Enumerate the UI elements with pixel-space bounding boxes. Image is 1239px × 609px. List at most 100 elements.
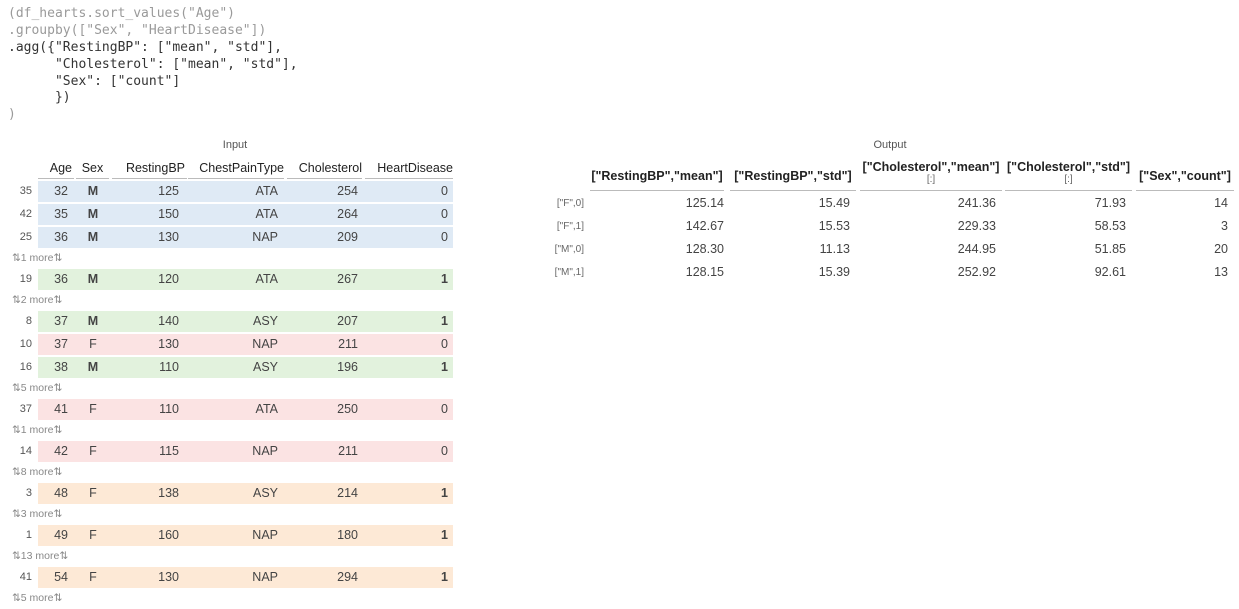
column-header-heartdisease: HeartDisease [365,158,453,179]
output-cell: 58.53 [1094,219,1126,233]
cell-cholesterol: 214 [337,486,358,500]
collapsed-rows-indicator[interactable]: ⇅3 more⇅ [12,508,63,520]
cell-age: 54 [54,570,68,584]
cell-sex: M [87,272,99,286]
output-cell: 15.53 [818,219,850,233]
output-cell: 13 [1214,265,1228,279]
row-index: 3 [25,487,32,499]
row-index: 35 [19,185,32,197]
output-cell: 244.95 [957,242,996,256]
cell-heartdisease: 0 [441,230,448,244]
cell-sex: F [89,444,97,458]
collapsed-rows-indicator[interactable]: ⇅13 more⇅ [12,550,69,562]
cell-age: 37 [54,314,68,328]
output-cell: 241.36 [957,196,996,210]
row-index: 16 [19,361,32,373]
cell-age: 35 [54,207,68,221]
code-line: (df_hearts.sort_values("Age") [8,6,235,21]
column-header-cholesterol: Cholesterol [287,158,362,179]
cell-age: 48 [54,486,68,500]
row-index: 10 [19,338,32,350]
cell-age: 36 [54,230,68,244]
code-line: "Cholesterol": ["mean", "std"], [8,56,298,72]
input-table: Age Sex RestingBP ChestPainType Choleste… [8,158,453,609]
output-column-header: ["Cholesterol","std"] [:] [1005,158,1132,191]
code-line: "Sex": ["count"] [8,73,181,89]
output-column-header-label: ["Cholesterol","std"] [1006,160,1131,174]
cell-heartdisease: 0 [441,402,448,416]
input-table-body: 35 32 M 125 ATA 254 0 42 35 M 150 ATA 264 0 25 36 M 130 NA… [8,181,453,607]
output-cell: 229.33 [957,219,996,233]
cell-age: 37 [54,337,68,351]
output-column-header-label: ["RestingBP","std"] [734,169,852,183]
output-cell: 15.49 [818,196,850,210]
row-highlight [38,269,453,290]
row-highlight [38,357,453,378]
output-row-index: ["F",0] [556,198,584,209]
cell-restingbp: 130 [158,230,179,244]
table-row: 16 38 M 110 ASY 196 1 [8,357,453,378]
output-cell: 20 [1214,242,1228,256]
collapsed-rows-indicator[interactable]: ⇅1 more⇅ [12,424,63,436]
table-row: 25 36 M 130 NAP 209 0 [8,227,453,248]
row-highlight [38,399,453,420]
column-header-sex: Sex [76,158,109,179]
cell-restingbp: 130 [158,570,179,584]
cell-sex: F [89,402,97,416]
cell-age: 32 [54,184,68,198]
cell-cholesterol: 294 [337,570,358,584]
column-header-restingbp: RestingBP [112,158,187,179]
output-cell: 92.61 [1094,265,1126,279]
table-row: 41 54 F 130 NAP 294 1 [8,567,453,588]
column-header-chestpaintype: ChestPainType [188,158,284,179]
cell-chestpaintype: ATA [255,272,278,286]
row-index: 8 [25,315,32,327]
cell-restingbp: 140 [158,314,179,328]
table-row: 14 42 F 115 NAP 211 0 [8,441,453,462]
collapsed-rows-indicator[interactable]: ⇅5 more⇅ [12,382,63,394]
output-row-index: ["F",1] [556,221,584,232]
cell-sex: M [87,360,99,374]
collapsed-rows-indicator[interactable]: ⇅2 more⇅ [12,294,63,306]
cell-chestpaintype: NAP [252,570,278,584]
cell-cholesterol: 211 [338,337,358,351]
output-cell: 252.92 [957,265,996,279]
cell-restingbp: 115 [159,444,179,458]
table-row: 37 41 F 110 ATA 250 0 [8,399,453,420]
cell-age: 38 [54,360,68,374]
cell-restingbp: 150 [158,207,179,221]
cell-heartdisease: 1 [441,360,448,374]
row-index: 1 [25,529,32,541]
output-cell: 15.39 [818,265,850,279]
code-line: .groupby(["Sex", "HeartDisease"]) [8,22,267,38]
cell-sex: F [89,528,97,542]
cell-restingbp: 120 [158,272,179,286]
cell-restingbp: 110 [159,402,179,416]
cell-cholesterol: 207 [337,314,358,328]
table-row: 35 32 M 125 ATA 254 0 [8,181,453,202]
cell-heartdisease: 1 [441,314,448,328]
cell-chestpaintype: ATA [255,184,278,198]
cell-age: 42 [54,444,68,458]
collapsed-rows-indicator[interactable]: ⇅5 more⇅ [12,592,63,604]
cell-heartdisease: 0 [441,444,448,458]
row-index: 37 [19,403,32,415]
cell-sex: F [89,486,97,500]
row-highlight [38,334,453,355]
row-highlight [38,567,453,588]
cell-chestpaintype: ATA [255,402,278,416]
output-cell: 142.67 [685,219,724,233]
column-header-age: Age [38,158,74,179]
output-cell: 71.93 [1094,196,1126,210]
collapsed-rows-indicator[interactable]: ⇅1 more⇅ [12,252,63,264]
cell-cholesterol: 254 [337,184,358,198]
cell-restingbp: 110 [159,360,179,374]
cell-restingbp: 138 [158,486,179,500]
cell-restingbp: 160 [158,528,179,542]
output-cell: 128.30 [685,242,724,256]
collapsed-rows-indicator[interactable]: ⇅8 more⇅ [12,466,63,478]
cell-age: 41 [54,402,68,416]
table-row: 8 37 M 140 ASY 207 1 [8,311,453,332]
cell-sex: F [89,337,97,351]
table-row: 10 37 F 130 NAP 211 0 [8,334,453,355]
